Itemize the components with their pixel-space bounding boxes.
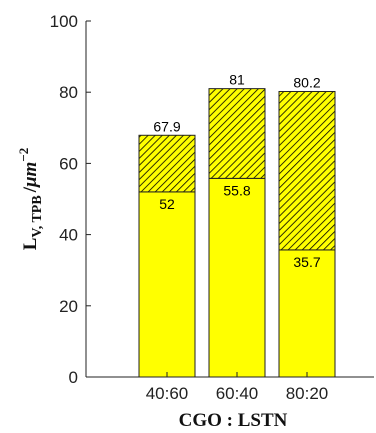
bar-bottom-value-label: 55.8 [223, 182, 250, 198]
bars: 52 67.9 55.8 81 35.7 80.2 [138, 72, 336, 378]
bar-solid-segment [208, 177, 266, 378]
bar-bottom-value-label: 35.7 [293, 254, 320, 270]
y-tick-label: 40 [59, 226, 78, 245]
y-tick-label: 100 [50, 12, 78, 31]
bar-solid-segment [138, 191, 196, 378]
bar-hatched-segment [208, 88, 266, 179]
x-tick-label: 80:20 [286, 384, 329, 403]
y-tick-label: 60 [59, 154, 78, 173]
bar-hatched-segment [138, 134, 196, 193]
x-axis-title: CGO : LSTN [179, 410, 288, 431]
bar-total-value-label: 80.2 [293, 74, 320, 90]
bar-solid-segment [278, 249, 336, 378]
y-axis-title-sep: / [20, 186, 41, 193]
y-axis-title-sub: V, TPB [30, 195, 45, 237]
y-tick-label: 20 [59, 297, 78, 316]
y-axis-title-main: L [20, 238, 41, 251]
y-ticks: 0 20 40 60 80 100 [50, 12, 91, 387]
bar-total-value-label: 67.9 [153, 118, 180, 134]
y-axis-title-unit: μm [20, 162, 41, 188]
bar-total-value-label: 81 [229, 72, 245, 88]
x-ticks: 40:60 60:40 80:20 [146, 372, 329, 403]
y-axis-title: LV, TPB /μm−2 [16, 148, 45, 251]
x-tick-label: 40:60 [146, 384, 189, 403]
bar-hatched-segment [278, 90, 336, 251]
x-tick-label: 60:40 [216, 384, 259, 403]
y-tick-label: 0 [69, 368, 78, 387]
y-tick-label: 80 [59, 83, 78, 102]
bar-bottom-value-label: 52 [159, 196, 175, 212]
y-axis-title-exp: −2 [16, 148, 31, 162]
